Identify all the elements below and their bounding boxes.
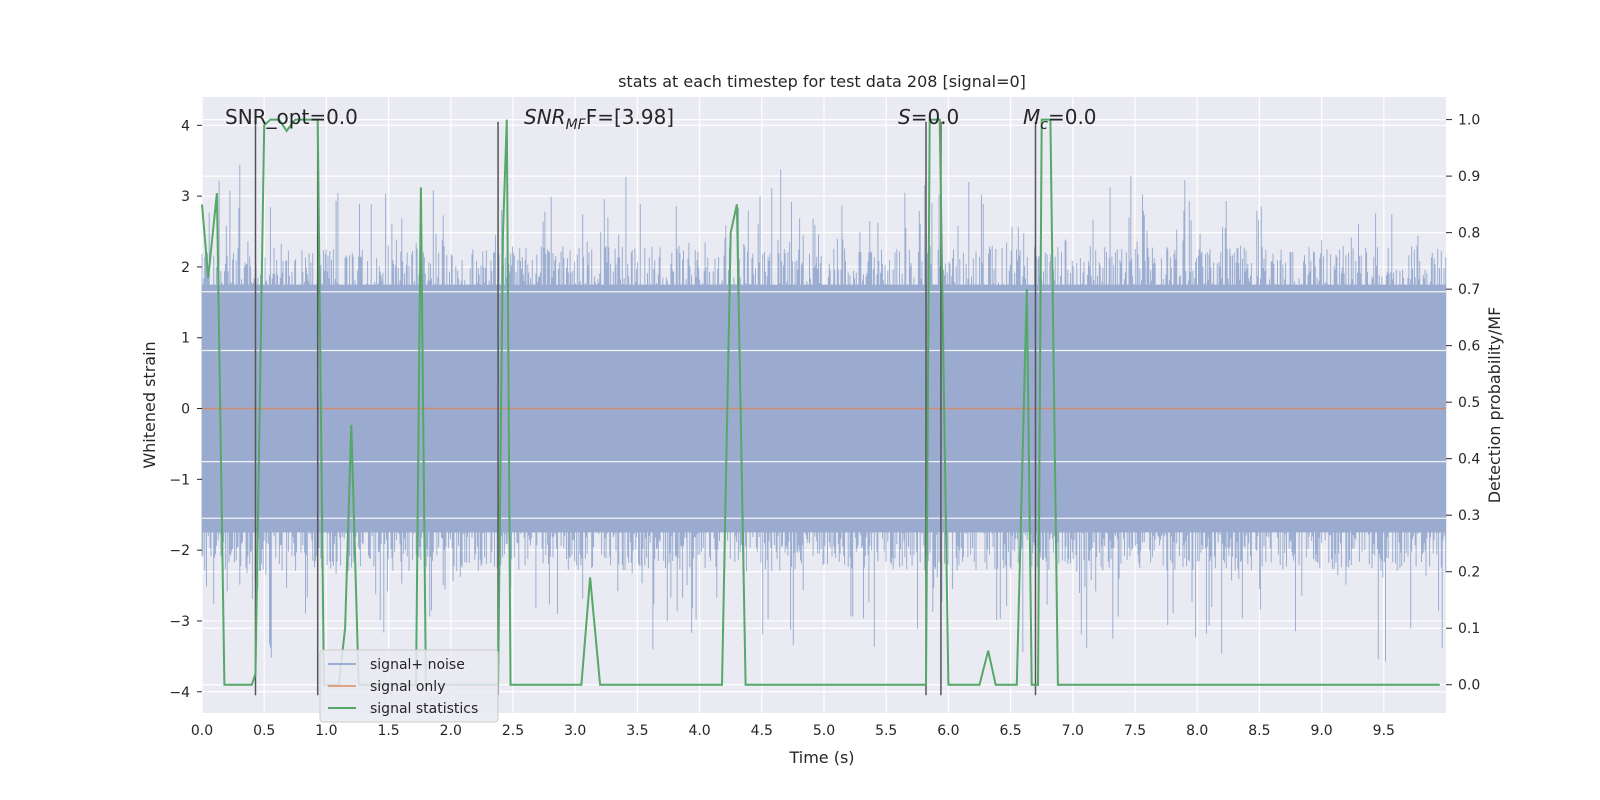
y-right-tick-label: 0.7: [1458, 282, 1480, 298]
legend-label-signal-only: signal only: [370, 679, 445, 695]
y-right-tick-label: 0.5: [1458, 395, 1480, 411]
y-left-tick-label: 0: [181, 402, 190, 418]
annotation-s: S=0.0: [898, 105, 959, 129]
y-left-tick-label: −1: [169, 472, 190, 488]
y-left-tick-label: −4: [169, 685, 190, 701]
y-right-tick-label: 0.2: [1458, 565, 1480, 581]
annotation-s-rest: =0.0: [911, 105, 960, 129]
y-right-tick-label: 0.9: [1458, 169, 1480, 185]
annotation-mc-rest: =0.0: [1048, 105, 1097, 129]
x-tick-label: 9.0: [1310, 723, 1332, 739]
annotation-mc-sub: c: [1040, 117, 1048, 133]
y-left-axis-label: Whitened strain: [140, 341, 159, 468]
x-tick-label: 4.5: [751, 723, 773, 739]
x-tick-label: 0.5: [253, 723, 275, 739]
annotation-snr-opt: SNR_opt=0.0: [225, 105, 358, 129]
legend-label-noise: signal+ noise: [370, 657, 465, 673]
y-right-tick-label: 0.3: [1458, 508, 1480, 524]
x-tick-label: 7.5: [1124, 723, 1146, 739]
y-left-tick-label: 1: [181, 331, 190, 347]
signal-statistics-series: [201, 118, 1440, 686]
y-left-tick-label: −3: [169, 614, 190, 630]
x-tick-label: 1.0: [315, 723, 337, 739]
x-tick-label: 8.5: [1248, 723, 1270, 739]
x-tick-label: 9.5: [1373, 723, 1395, 739]
legend-box: [319, 649, 499, 723]
annotation-snr-mf-base: SNR: [524, 105, 566, 129]
y-right-tick-label: 0.8: [1458, 226, 1480, 242]
y-right-tick-label: 1.0: [1458, 113, 1480, 129]
y-right-tick-label: 0.4: [1458, 452, 1480, 468]
x-tick-label: 4.0: [688, 723, 710, 739]
annotation-snr-mf-sub: MF: [566, 117, 587, 133]
annotation-s-base: S: [898, 105, 911, 129]
y-right-tick-label: 0.6: [1458, 339, 1480, 355]
chart-title: stats at each timestep for test data 208…: [618, 72, 1026, 91]
x-tick-label: 5.5: [875, 723, 897, 739]
y-right-tick-labels: 1.0 0.9 0.8 0.7 0.6 0.5 0.4 0.3 0.2 0.1 0.0: [1446, 113, 1480, 694]
annotation-mc: Mc=0.0: [1023, 105, 1097, 133]
y-left-tick-labels: 4 3 2 1 0 −1 −2 −3 −4: [169, 118, 202, 701]
x-tick-label: 6.5: [999, 723, 1021, 739]
x-tick-labels: 0.0 0.5 1.0 1.5 2.0 2.5 3.0 3.5 4.0 4.5 5.0 5.5 6.0 6…: [191, 723, 1395, 739]
x-axis-label: Time (s): [788, 748, 854, 767]
y-left-tick-label: 3: [181, 189, 190, 205]
x-tick-label: 3.0: [564, 723, 586, 739]
y-right-tick-label: 0.0: [1458, 678, 1480, 694]
x-tick-label: 8.0: [1186, 723, 1208, 739]
y-right-axis-label: Detection probability/MF: [1485, 307, 1504, 504]
y-left-tick-label: 4: [181, 118, 190, 134]
x-tick-label: 7.0: [1062, 723, 1084, 739]
x-tick-label: 1.5: [377, 723, 399, 739]
x-tick-label: 3.5: [626, 723, 648, 739]
x-tick-label: 6.0: [937, 723, 959, 739]
x-tick-label: 5.0: [813, 723, 835, 739]
annotation-mc-base: M: [1023, 105, 1040, 129]
legend: signal+ noise signal only signal statist…: [319, 649, 499, 723]
legend-label-statistics: signal statistics: [370, 701, 478, 717]
x-tick-label: 2.5: [502, 723, 524, 739]
x-tick-label: 0.0: [191, 723, 213, 739]
y-right-tick-label: 0.1: [1458, 621, 1480, 637]
annotation-snr-mf: SNRMFF=[3.98]: [524, 105, 674, 133]
annotation-snr-mf-rest: F=[3.98]: [586, 105, 674, 129]
y-left-tick-label: −2: [169, 543, 190, 559]
x-tick-label: 2.0: [440, 723, 462, 739]
y-left-tick-label: 2: [181, 260, 190, 276]
